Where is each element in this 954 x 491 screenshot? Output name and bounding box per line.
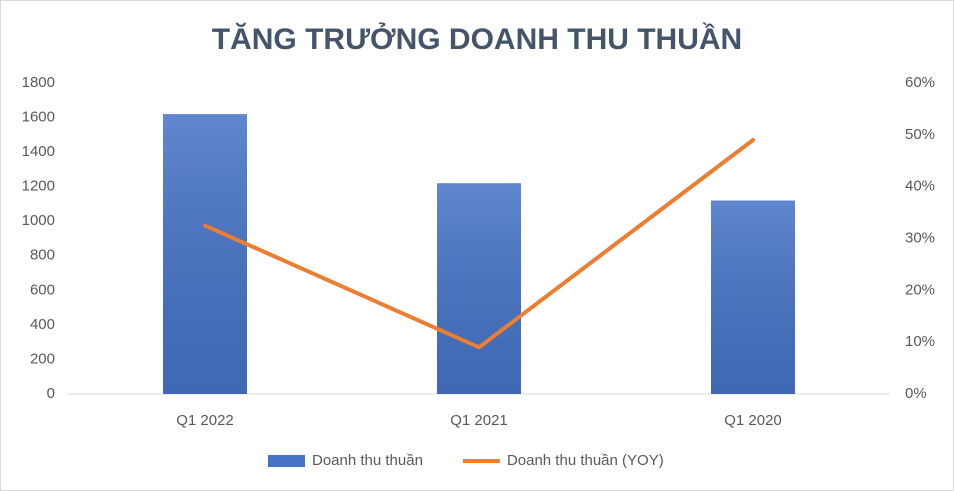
y-tick-label: 0 (47, 385, 55, 402)
y-tick-label: 200 (30, 350, 55, 367)
y2-tick-label: 20% (905, 281, 935, 298)
y-tick-label: 1800 (22, 74, 55, 91)
line (203, 138, 755, 350)
bar-shade (163, 114, 247, 394)
y-tick-label: 1600 (22, 109, 55, 126)
x-tick-label: Q1 2022 (176, 412, 234, 429)
x-tick-label: Q1 2020 (724, 412, 782, 429)
legend-label: Doanh thu thuần (YOY) (507, 452, 664, 469)
x-tick-label: Q1 2021 (450, 412, 508, 429)
y2-tick-label: 10% (905, 333, 935, 350)
y-tick-label: 1200 (22, 178, 55, 195)
y2-tick-label: 50% (905, 126, 935, 143)
legend-label: Doanh thu thuần (312, 452, 423, 469)
y-tick-label: 1400 (22, 143, 55, 160)
chart-title: TĂNG TRƯỞNG DOANH THU THUẦN (212, 22, 742, 56)
bar-shade (711, 200, 795, 394)
y-tick-label: 600 (30, 281, 55, 298)
y2-tick-label: 60% (905, 74, 935, 91)
y-tick-label: 400 (30, 316, 55, 333)
y-tick-label: 800 (30, 247, 55, 264)
bar-shade (437, 183, 521, 394)
y2-tick-label: 40% (905, 178, 935, 195)
y2-tick-label: 0% (905, 385, 927, 402)
legend-swatch (268, 455, 305, 467)
y2-tick-label: 30% (905, 229, 935, 246)
y-tick-label: 1000 (22, 212, 55, 229)
